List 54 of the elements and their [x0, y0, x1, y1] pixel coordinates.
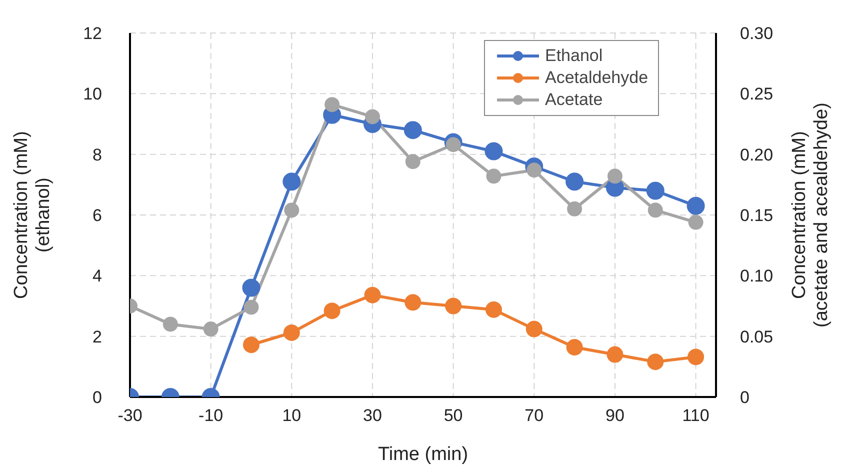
y-tick-label: 2: [92, 327, 102, 346]
point: [203, 322, 218, 337]
point: [607, 168, 622, 184]
point: [405, 154, 420, 170]
x-tick-label: -10: [198, 406, 224, 426]
y2-tick-label: 0: [740, 388, 750, 408]
point: [647, 354, 664, 370]
x-axis-title: Time (min): [378, 444, 468, 465]
point: [283, 324, 300, 341]
point: [364, 109, 380, 124]
y2-tick-label: 0.20: [740, 145, 774, 164]
legend-label: Acetaldehyde: [545, 67, 648, 89]
legend-label: Ethanol: [545, 45, 603, 67]
point: [567, 201, 582, 216]
y-tick-label: 10: [83, 84, 102, 104]
point: [688, 214, 704, 230]
x-tick-label: 90: [606, 406, 624, 426]
x-tick-label: 50: [444, 406, 463, 426]
point: [446, 137, 461, 152]
y-axis-title: Concentration (mM) (ethanol): [11, 131, 54, 299]
point: [324, 97, 340, 112]
x-tick-label: -30: [118, 406, 142, 426]
y2-tick-label: 0.15: [740, 206, 774, 226]
y2-tick-label: 0.25: [740, 84, 774, 104]
legend-label: Acetate: [545, 89, 603, 111]
point: [566, 339, 583, 356]
y-tick-label: 12: [83, 24, 102, 44]
y2-axis-title: Concentration (mM) (acetate and acealdehyde): [789, 102, 832, 328]
point: [162, 316, 178, 332]
x-tick-label: 110: [682, 406, 710, 426]
point: [606, 346, 624, 363]
y-tick-label: 0: [92, 388, 102, 408]
x-tick-label: 10: [282, 406, 302, 426]
point: [526, 320, 542, 338]
point: [364, 286, 381, 304]
point: [445, 298, 462, 314]
point: [648, 202, 663, 218]
y2-tick-label: 0.30: [740, 24, 774, 44]
point: [485, 301, 502, 318]
y-tick-label: 4: [92, 266, 102, 286]
y2-tick-label: 0.10: [740, 266, 774, 286]
y2-tick-label: 0.05: [740, 327, 774, 346]
point: [242, 336, 260, 354]
point: [324, 302, 340, 320]
point: [284, 202, 300, 218]
point: [688, 348, 704, 366]
point: [404, 294, 422, 311]
y-tick-label: 8: [92, 145, 102, 164]
y-tick-label: 6: [92, 206, 102, 226]
point: [526, 162, 542, 178]
x-tick-label: 30: [363, 406, 382, 426]
point: [244, 300, 259, 315]
x-tick-label: 70: [524, 406, 544, 426]
point: [486, 168, 502, 184]
